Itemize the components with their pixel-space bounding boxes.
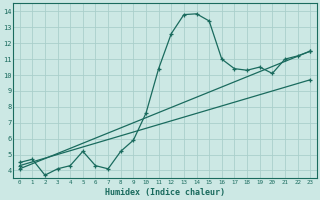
X-axis label: Humidex (Indice chaleur): Humidex (Indice chaleur) xyxy=(105,188,225,197)
